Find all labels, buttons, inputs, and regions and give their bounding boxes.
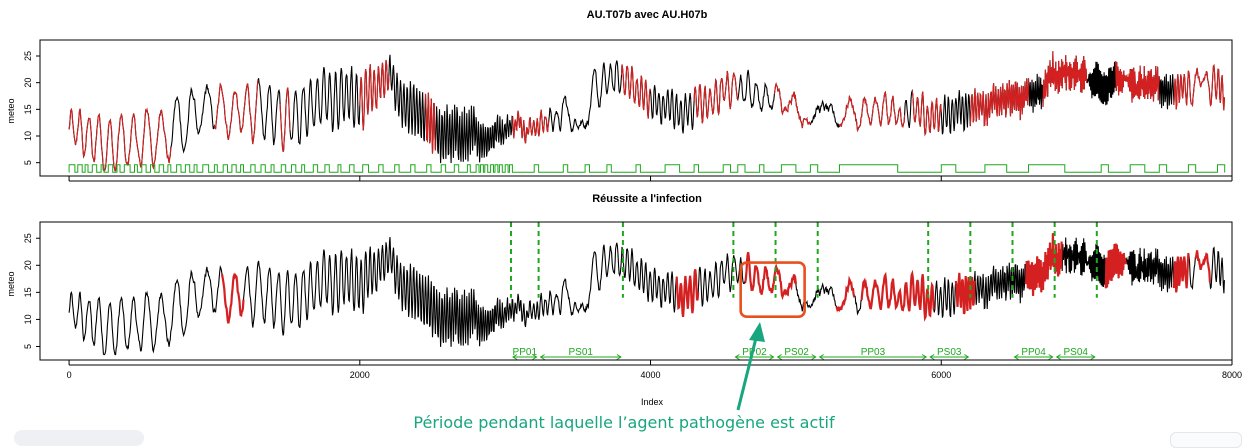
bottom-plot-area xyxy=(68,233,1225,356)
series-binary xyxy=(68,164,1226,173)
period-arrow-right xyxy=(616,354,622,360)
y-tick-label: 10 xyxy=(23,314,33,324)
series-humidity xyxy=(68,51,1225,172)
period-arrow-left xyxy=(776,354,782,360)
period-arrow-left xyxy=(818,354,824,360)
y-tick-label: 5 xyxy=(23,160,33,165)
y-tick-label: 25 xyxy=(23,51,33,61)
top-plot-area xyxy=(68,51,1226,173)
period-arrow-right xyxy=(811,354,817,360)
period-arrow-right xyxy=(1090,354,1096,360)
period-arrow-left xyxy=(734,354,740,360)
top-chart-title: AU.T07b avec AU.H07b xyxy=(587,9,708,21)
y-tick-label: 15 xyxy=(23,287,33,297)
bottom-x-axis: 0 2000 4000 6000 8000 xyxy=(67,360,1242,380)
period-label: PP03 xyxy=(861,347,886,358)
bottom-chart: Réussite a l'infection meteo Index 5 10 15… xyxy=(6,193,1242,407)
period-label: PP04 xyxy=(1021,347,1046,358)
bottom-left-chip xyxy=(14,430,144,446)
top-plot-frame xyxy=(39,39,1233,177)
x-tick-label: 4000 xyxy=(641,370,661,380)
period-arrow-left xyxy=(1013,354,1019,360)
top-x-axis xyxy=(68,176,1233,182)
x-tick-label: 0 xyxy=(67,370,72,380)
period-label: PS03 xyxy=(937,347,962,358)
top-chart: AU.T07b avec AU.H07b meteo 5 10 15 20 25 xyxy=(6,9,1233,182)
period-arrow-left xyxy=(539,354,545,360)
period-arrow-left xyxy=(1055,354,1061,360)
bottom-chart-title: Réussite a l'infection xyxy=(592,193,702,205)
annotation-caption: Période pendant laquelle l’agent pathogè… xyxy=(413,413,835,432)
period-label: PS01 xyxy=(569,347,594,358)
pointer-arrow xyxy=(736,322,765,411)
x-tick-label: 2000 xyxy=(350,370,370,380)
highlight-box xyxy=(739,261,806,319)
y-tick-label: 20 xyxy=(23,78,33,88)
period-arrow-left xyxy=(929,354,935,360)
bottom-chart-xlabel: Index xyxy=(641,397,664,407)
bottom-right-chip xyxy=(1170,432,1242,448)
period-label: PS02 xyxy=(784,347,809,358)
period-markers: PP01 PS01 PP02 PS02 PP03 PS03 PP04 PS04 xyxy=(509,222,1098,360)
bottom-chart-ylabel: meteo xyxy=(6,271,16,296)
period-arrow-left xyxy=(512,354,518,360)
period-arrow-right xyxy=(921,354,928,360)
bottom-y-axis: 5 10 15 20 25 xyxy=(23,233,41,349)
y-tick-label: 25 xyxy=(23,233,33,243)
series-infection xyxy=(220,233,1211,324)
x-tick-label: 8000 xyxy=(1222,370,1242,380)
y-tick-label: 10 xyxy=(23,131,33,141)
period-arrow-right xyxy=(964,354,970,360)
top-chart-ylabel: meteo xyxy=(6,98,16,123)
period-arrow-right xyxy=(769,354,775,360)
period-label: PP02 xyxy=(742,347,767,358)
y-tick-label: 15 xyxy=(23,104,33,114)
period-label: PP01 xyxy=(513,347,538,358)
bottom-plot-frame xyxy=(39,221,1233,361)
period-arrow-right xyxy=(1048,354,1054,360)
period-arrow-right xyxy=(532,354,538,360)
y-tick-label: 5 xyxy=(23,344,33,349)
period-label: PS04 xyxy=(1063,347,1088,358)
x-tick-label: 6000 xyxy=(931,370,951,380)
top-y-axis: 5 10 15 20 25 xyxy=(23,51,41,165)
y-tick-label: 20 xyxy=(23,260,33,270)
